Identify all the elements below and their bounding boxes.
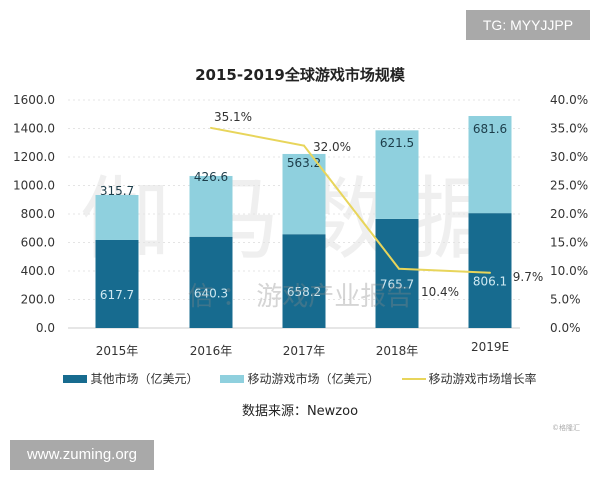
chart-title: 2015-2019全球游戏市场规模 <box>195 66 406 84</box>
background-watermark-sub: 信 ： 游戏产业报告 <box>188 282 413 312</box>
legend-label: 其他市场（亿美元） <box>90 372 199 386</box>
data-label-other: 640.3 <box>194 286 228 300</box>
x-tick-label: 2015年 <box>96 344 139 358</box>
y-tick-label: 1200.0 <box>13 150 55 164</box>
tg-watermark: TG: MYYJJPP <box>466 10 590 40</box>
bar-other <box>375 218 419 328</box>
x-tick-label: 2016年 <box>190 344 233 358</box>
data-label-mobile: 681.6 <box>473 122 507 136</box>
growth-label: 9.7% <box>513 270 544 284</box>
y2-tick-label: 5.0% <box>550 293 581 307</box>
bar-other <box>189 236 233 328</box>
bar-mobile <box>282 153 326 235</box>
y2-tick-label: 40.0% <box>550 93 588 107</box>
x-tick-label: 2019E <box>471 340 509 354</box>
y2-tick-label: 15.0% <box>550 236 588 250</box>
growth-point <box>398 267 400 270</box>
legend-swatch-other <box>63 374 88 383</box>
y-tick-label: 1400.0 <box>13 122 55 136</box>
bar-mobile <box>95 194 139 240</box>
site-watermark: www.zuming.org <box>10 440 154 470</box>
y2-tick-label: 0.0% <box>550 321 581 335</box>
data-label-other: 658.2 <box>287 285 321 299</box>
growth-label: 35.1% <box>214 110 252 124</box>
y-tick-label: 0.0 <box>36 321 55 335</box>
bar-mobile <box>468 116 512 214</box>
growth-point <box>489 271 491 274</box>
bar-other <box>95 239 139 328</box>
y-tick-label: 800.0 <box>21 207 55 221</box>
y-tick-label: 1000.0 <box>13 179 55 193</box>
bar-mobile <box>375 130 419 219</box>
y2-tick-label: 35.0% <box>550 122 588 136</box>
y2-tick-label: 20.0% <box>550 207 588 221</box>
legend-item-other: 其他市场（亿美元） <box>63 370 198 387</box>
y-tick-label: 200.0 <box>21 293 55 307</box>
legend-swatch-mobile <box>220 374 245 383</box>
legend-item-growth: 移动游戏市场增长率 <box>401 370 537 387</box>
legend-item-mobile: 移动游戏市场（亿美元） <box>220 370 380 387</box>
growth-label: 10.4% <box>421 285 459 299</box>
growth-point <box>210 126 212 129</box>
data-label-mobile: 563.2 <box>287 156 321 170</box>
data-source: 数据来源：Newzoo <box>241 404 359 419</box>
copyright: ©格隆汇 <box>552 424 580 432</box>
data-label-mobile: 621.5 <box>380 136 414 150</box>
legend-swatch-growth <box>401 377 426 380</box>
bar-mobile <box>189 175 233 237</box>
bar-other <box>468 213 512 328</box>
data-label-other: 765.7 <box>380 277 414 291</box>
data-label-mobile: 315.7 <box>100 184 134 198</box>
growth-label: 32.0% <box>313 140 351 154</box>
y2-tick-label: 25.0% <box>550 179 588 193</box>
x-tick-label: 2018年 <box>376 344 419 358</box>
data-label-mobile: 426.6 <box>194 170 228 184</box>
legend-label: 移动游戏市场增长率 <box>428 372 537 386</box>
y2-tick-label: 10.0% <box>550 264 588 278</box>
legend: 其他市场（亿美元） 移动游戏市场（亿美元） 移动游戏市场增长率 <box>0 370 600 387</box>
growth-line <box>210 126 491 274</box>
bar-other <box>282 234 326 328</box>
growth-point <box>303 144 305 147</box>
y-tick-label: 400.0 <box>21 264 55 278</box>
x-tick-label: 2017年 <box>283 344 326 358</box>
y-tick-label: 600.0 <box>21 236 55 250</box>
data-label-other: 617.7 <box>100 288 134 302</box>
y-tick-label: 1600.0 <box>13 93 55 107</box>
y2-tick-label: 30.0% <box>550 150 588 164</box>
legend-label: 移动游戏市场（亿美元） <box>247 372 380 386</box>
data-label-other: 806.1 <box>473 275 507 289</box>
